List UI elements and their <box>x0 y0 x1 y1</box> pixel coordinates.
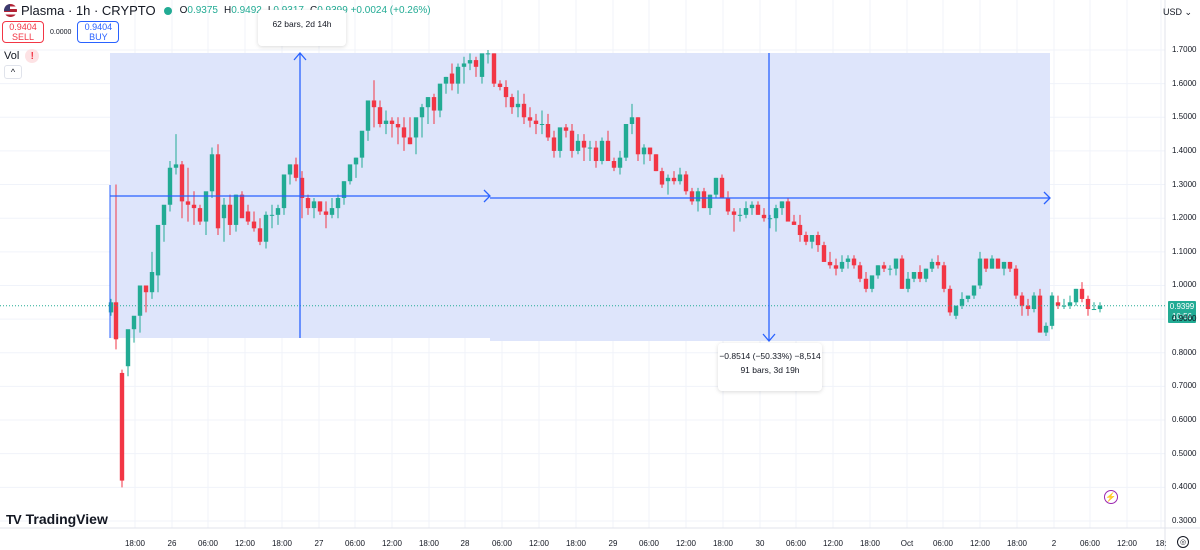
last-price-value: 0.9399 <box>1169 302 1195 311</box>
time-tick: 06:00 <box>638 539 660 548</box>
buy-price: 0.9404 <box>84 22 113 32</box>
time-tick: 29 <box>608 539 618 548</box>
measure-bars: 91 bars, 3d 19h <box>740 365 800 375</box>
high-label: H <box>224 5 232 16</box>
high-value: 0.9492 <box>231 5 262 16</box>
symbol-header: Plasma · 1h · CRYPTO O0.9375 H0.9492 L0.… <box>4 3 431 18</box>
time-tick: 12:00 <box>969 539 991 548</box>
price-tick: 1.0000 <box>1172 280 1197 290</box>
time-tick: 18:00 <box>271 539 293 548</box>
tradingview-wordmark: TradingView <box>25 511 108 527</box>
time-tick: 2 <box>1051 539 1057 548</box>
time-tick: 30 <box>755 539 765 548</box>
time-tick: 12:00 <box>528 539 550 548</box>
time-tick: 18:00 <box>565 539 587 548</box>
price-tick: 0.4000 <box>1172 482 1197 492</box>
time-tick: Oct <box>900 539 914 548</box>
sell-button[interactable]: 0.9404 SELL <box>2 21 44 43</box>
time-tick: 12:00 <box>1116 539 1138 548</box>
time-tick: 06:00 <box>197 539 219 548</box>
time-tick: 06:00 <box>1079 539 1101 548</box>
lightning-icon[interactable]: ⚡ <box>1104 490 1118 504</box>
time-tick: 26 <box>167 539 177 548</box>
symbol-title[interactable]: Plasma · 1h · CRYPTO <box>21 3 156 18</box>
time-tick: 18:00 <box>124 539 146 548</box>
volume-indicator[interactable]: Vol ! <box>4 49 40 63</box>
measure-tooltip-top: 62 bars, 2d 14h <box>258 10 346 46</box>
spread-value: 0.0000 <box>50 28 72 36</box>
trade-panel: 0.9404 SELL 0.0000 0.9404 BUY <box>2 21 120 43</box>
buy-button[interactable]: 0.9404 BUY <box>77 21 120 43</box>
time-tick: 18: <box>1155 539 1167 548</box>
gear-icon[interactable]: ◎ <box>1177 536 1189 548</box>
time-tick: 18:00 <box>859 539 881 548</box>
time-tick: 06:00 <box>932 539 954 548</box>
collapse-indicators-button[interactable]: ^ <box>4 65 22 79</box>
flag-icon <box>4 4 17 17</box>
time-tick: 06:00 <box>491 539 513 548</box>
price-tick: 1.1000 <box>1172 246 1197 256</box>
time-tick: 06:00 <box>344 539 366 548</box>
volume-label: Vol <box>4 50 20 62</box>
time-tick: 27 <box>314 539 324 548</box>
open-value: 0.9375 <box>187 5 218 16</box>
time-tick: 12:00 <box>234 539 256 548</box>
time-tick: 12:00 <box>675 539 697 548</box>
price-tick: 1.3000 <box>1172 179 1197 189</box>
bar-countdown: 10:56 <box>1171 312 1193 321</box>
measure-tooltip-bottom: −0.8514 (−50.33%) −8,514 91 bars, 3d 19h <box>718 343 822 391</box>
tradingview-logo-icon: TV <box>6 511 22 527</box>
price-tick: 0.8000 <box>1172 347 1197 357</box>
close-value: 0.9399 +0.0024 (+0.26%) <box>317 5 431 16</box>
price-tick: 1.6000 <box>1172 78 1197 88</box>
time-tick: 28 <box>460 539 470 548</box>
sell-price: 0.9404 <box>9 22 37 32</box>
time-tick: 06:00 <box>785 539 807 548</box>
tradingview-logo[interactable]: TV TradingView <box>6 511 108 527</box>
currency-selector[interactable]: USD ⌄ <box>1162 7 1192 17</box>
price-tick: 0.3000 <box>1172 515 1197 525</box>
sell-label: SELL <box>11 32 35 42</box>
measure-top-bars: 62 bars, 2d 14h <box>272 19 332 29</box>
price-tick: 0.7000 <box>1172 381 1197 391</box>
price-tick: 0.6000 <box>1172 415 1197 425</box>
measure-change: −0.8514 (−50.33%) −8,514 <box>719 351 821 361</box>
price-tick: 0.9000 <box>1172 314 1197 324</box>
price-tick: 1.4000 <box>1172 145 1197 155</box>
price-tick: 1.7000 <box>1172 45 1197 54</box>
time-tick: 18:00 <box>712 539 734 548</box>
price-tick: 1.5000 <box>1172 112 1197 122</box>
price-tick: 1.2000 <box>1172 213 1197 223</box>
price-tick: 0.5000 <box>1172 448 1197 458</box>
last-price-label: 0.9399 10:56 <box>1168 301 1196 323</box>
time-tick: 12:00 <box>822 539 844 548</box>
time-tick: 18:00 <box>1006 539 1028 548</box>
market-status-icon <box>163 6 172 15</box>
time-tick: 18:00 <box>418 539 440 548</box>
warning-icon[interactable]: ! <box>25 49 40 63</box>
time-tick: 12:00 <box>381 539 403 548</box>
buy-label: BUY <box>89 32 108 42</box>
open-label: O <box>179 5 188 16</box>
